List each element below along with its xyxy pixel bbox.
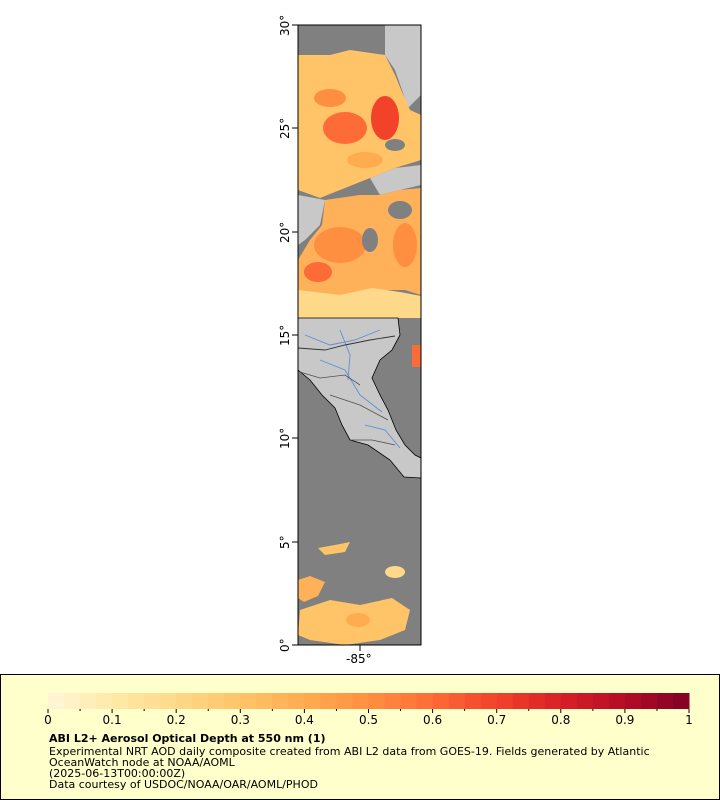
- land-west: [298, 195, 325, 245]
- colorbar-segment: [48, 693, 65, 709]
- colorbar-segment: [288, 693, 305, 709]
- lat-label-25: 25°: [278, 117, 292, 139]
- colorbar-segment: [368, 693, 386, 709]
- river-2: [319, 359, 383, 413]
- colorbar-label: 0.4: [294, 713, 314, 727]
- colorbar-segment: [224, 693, 241, 709]
- colorbar-segment: [656, 693, 674, 709]
- colorbar-segment: [608, 693, 626, 709]
- colorbar-segment: [160, 693, 177, 709]
- border-2: [299, 371, 361, 386]
- colorbar-segment: [384, 693, 402, 709]
- colorbar-segment: [624, 693, 642, 709]
- colorbar-segment: [448, 693, 466, 709]
- colorbar-segment: [176, 693, 193, 709]
- colorbar-segment: [320, 693, 337, 709]
- colorbar-segment: [80, 693, 97, 709]
- land-north: [385, 25, 421, 108]
- river-3: [339, 329, 351, 381]
- colorbar-segment: [336, 693, 353, 709]
- aod-patch-south-1: [318, 542, 350, 555]
- colorbar-label: 0.8: [551, 713, 571, 727]
- colorbar-segment: [304, 693, 321, 709]
- aod-hotspot-2: [371, 96, 399, 140]
- colorbar: [47, 693, 690, 713]
- legend-description: Experimental NRT AOD daily composite cre…: [49, 745, 650, 758]
- border-4: [350, 439, 396, 446]
- colorbar-segment: [432, 693, 450, 709]
- gap-2: [362, 228, 378, 252]
- colorbar-segment: [544, 693, 562, 709]
- colorbar-label: 0.6: [423, 713, 443, 727]
- gap-3: [385, 139, 405, 151]
- legend-date: (2025-06-13T00:00:00Z): [49, 767, 186, 780]
- colorbar-segment: [144, 693, 161, 709]
- colorbar-segment: [352, 693, 369, 709]
- colorbar-segment: [416, 693, 434, 709]
- colorbar-segment: [672, 693, 690, 709]
- lat-label-10: 10°: [278, 427, 292, 449]
- legend-panel: 0 0.1 0.2 0.3 0.4 0.5 0.6 0.7 0.8 0.9 1 ABI L2+ Ae…: [0, 674, 720, 800]
- colorbar-segment: [576, 693, 594, 709]
- colorbar-segment: [528, 693, 546, 709]
- land-central-america: [298, 317, 421, 479]
- colorbar-segment: [208, 693, 225, 709]
- lat-ticks: [292, 24, 298, 646]
- colorbar-label: 0.2: [166, 713, 186, 727]
- legend-description-cont: OceanWatch node at NOAA/AOML: [49, 756, 235, 769]
- aod-patch-south-5: [346, 613, 370, 627]
- lon-label--85: -85°: [346, 652, 372, 666]
- aod-map: [292, 24, 422, 651]
- legend-credit: Data courtesy of USDOC/NOAA/OAR/AOML/PHO…: [49, 778, 318, 791]
- lat-label-5: 5°: [278, 535, 292, 549]
- colorbar-segment: [64, 693, 81, 709]
- lat-label-0: 0°: [278, 638, 292, 652]
- aod-hotspot-7: [347, 152, 383, 168]
- aod-hotspot-8: [412, 345, 421, 367]
- colorbar-label: 0.3: [230, 713, 250, 727]
- colorbar-segment: [192, 693, 209, 709]
- colorbar-segment: [112, 693, 129, 709]
- colorbar-segment: [256, 693, 273, 709]
- lat-label-30: 30°: [278, 14, 292, 36]
- river-1: [304, 329, 381, 346]
- colorbar-segment: [480, 693, 498, 709]
- river-4: [364, 424, 401, 449]
- gap-1: [388, 201, 412, 219]
- aod-patch-south-2: [298, 576, 325, 602]
- colorbar-segment: [496, 693, 514, 709]
- border-1: [298, 335, 396, 351]
- land-peninsula: [370, 165, 421, 195]
- aod-hotspot-5: [304, 262, 332, 282]
- colorbar-label: 0.5: [358, 713, 379, 727]
- colorbar-label: 0.1: [102, 713, 122, 727]
- border-3: [329, 394, 389, 421]
- colorbar-segment: [272, 693, 289, 709]
- aod-hotspot-3: [314, 89, 346, 107]
- colorbar-segment: [96, 693, 113, 709]
- colorbar-segment: [400, 693, 418, 709]
- lat-label-15: 15°: [278, 324, 292, 346]
- colorbar-segment: [128, 693, 145, 709]
- colorbar-segment: [464, 693, 482, 709]
- colorbar-segment: [640, 693, 658, 709]
- colorbar-label: 1: [685, 713, 693, 727]
- colorbar-label: 0: [44, 713, 52, 727]
- aod-hotspot-6: [393, 223, 417, 267]
- colorbar-label: 0.7: [487, 713, 507, 727]
- aod-hotspot-4: [314, 227, 366, 263]
- colorbar-segment: [512, 693, 530, 709]
- colorbar-segment: [240, 693, 257, 709]
- colorbar-segment: [560, 693, 578, 709]
- aod-swath-edge: [298, 288, 421, 318]
- aod-patch-south-4: [385, 566, 405, 578]
- lat-label-20: 20°: [278, 221, 292, 243]
- colorbar-segment: [592, 693, 610, 709]
- aod-hotspot-1: [323, 112, 367, 144]
- colorbar-label: 0.9: [615, 713, 635, 727]
- map-area: 0° 5° 10° 15° 20° 25° 30° -85°: [278, 14, 422, 666]
- legend-title: ABI L2+ Aerosol Optical Depth at 550 nm …: [49, 732, 326, 745]
